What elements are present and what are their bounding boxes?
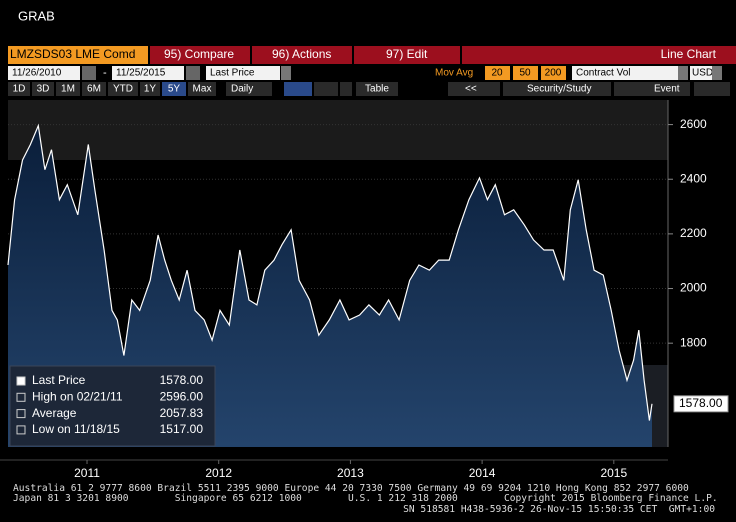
x-tick-label: 2015 — [600, 466, 627, 480]
actions-label[interactable]: 96) Actions — [272, 47, 331, 61]
period-button[interactable] — [108, 82, 138, 96]
period-button[interactable] — [82, 82, 106, 96]
dropdown[interactable] — [281, 66, 291, 80]
security-study[interactable]: Security/Study — [527, 84, 591, 95]
x-tick-label: 2012 — [205, 466, 232, 480]
mov-avg[interactable]: 20 — [491, 68, 503, 79]
legend-label: Average — [32, 406, 77, 420]
period-button[interactable] — [8, 82, 30, 96]
x-tick-label: 2013 — [337, 466, 364, 480]
start-date[interactable]: 11/26/2010 — [12, 68, 62, 79]
period-button[interactable] — [32, 82, 54, 96]
lower-panel[interactable]: Contract Vol — [576, 68, 630, 79]
line-icon[interactable] — [284, 82, 312, 96]
footer-line: Japan 81 3 3201 8900 Singapore 65 6212 1… — [13, 493, 718, 504]
currency-select[interactable] — [690, 66, 712, 80]
field[interactable]: Last Price — [210, 68, 255, 79]
period-label[interactable]: 1D — [13, 84, 26, 95]
currency[interactable]: USD — [692, 68, 713, 79]
edit-label[interactable]: 97) Edit — [386, 47, 428, 61]
dropdown[interactable] — [678, 66, 688, 80]
security-study-button[interactable] — [503, 82, 611, 96]
chart-type-bar[interactable] — [462, 46, 736, 64]
legend-label: High on 02/21/11 — [32, 389, 123, 403]
legend-icon — [16, 409, 26, 419]
frequency-select[interactable] — [226, 82, 272, 96]
mov-avg[interactable]: 50 — [519, 68, 531, 79]
candle-icon[interactable] — [314, 82, 338, 96]
mov-avg-field[interactable] — [485, 66, 510, 80]
event[interactable]: Event — [654, 84, 680, 95]
plot-band — [8, 100, 668, 160]
end-date[interactable]: 11/25/2015 — [116, 68, 166, 79]
back-label[interactable]: << — [465, 84, 477, 95]
y-tick-label: 2000 — [680, 281, 707, 295]
period-label[interactable]: 5Y — [168, 84, 181, 95]
settings-button[interactable] — [694, 82, 730, 96]
legend-value: 2596.00 — [160, 389, 204, 403]
y-tick-label: 2600 — [680, 117, 707, 131]
legend: Last Price 1578.00 High on 02/21/11 2596.00… — [9, 365, 216, 447]
compare-button[interactable] — [150, 46, 250, 64]
last-price-label: 1578.00 — [679, 396, 723, 410]
period-label[interactable]: Max — [193, 84, 212, 95]
legend-label: Last Price — [32, 373, 86, 387]
start-date-field[interactable] — [8, 66, 80, 80]
mov-avg-label: Mov Avg — [435, 68, 473, 79]
period-label[interactable]: 1Y — [144, 84, 157, 95]
frequency[interactable]: Daily — [231, 84, 253, 95]
period-button[interactable] — [188, 82, 216, 96]
legend-label: Low on 11/18/15 — [32, 422, 120, 436]
period-button[interactable] — [162, 82, 186, 96]
back-button[interactable] — [448, 82, 500, 96]
actions-button[interactable] — [252, 46, 352, 64]
ticker[interactable]: LMZSDS03 LME Comd — [10, 47, 135, 61]
lower-panel-select[interactable] — [572, 66, 678, 80]
period-button[interactable] — [140, 82, 160, 96]
legend-icon — [16, 376, 26, 386]
y-tick-label: 2200 — [680, 226, 707, 240]
event-button[interactable] — [614, 82, 690, 96]
legend-icon — [16, 425, 26, 435]
legend-value: 1517.00 — [160, 422, 204, 436]
last-price-tag — [673, 395, 729, 413]
period-button[interactable] — [56, 82, 80, 96]
mov-avg[interactable]: 200 — [545, 68, 562, 79]
footer-line: Australia 61 2 9777 8600 Brazil 5511 239… — [13, 483, 689, 494]
legend-box — [9, 365, 216, 447]
chart-type[interactable]: Line Chart — [661, 47, 717, 61]
legend-icon — [16, 392, 26, 402]
period-label[interactable]: 3D — [37, 84, 50, 95]
price-line — [7, 123, 653, 421]
dropdown[interactable] — [340, 82, 352, 96]
edit-button[interactable] — [354, 46, 460, 64]
mov-avg-field[interactable] — [541, 66, 566, 80]
mov-avg-field[interactable] — [513, 66, 538, 80]
dropdown[interactable] — [712, 66, 722, 80]
footer: Australia 61 2 9777 8600 Brazil 5511 239… — [13, 483, 718, 515]
period-label[interactable]: YTD — [113, 84, 133, 95]
period-label[interactable]: 6M — [87, 84, 101, 95]
ticker-box[interactable] — [8, 46, 148, 64]
table-label[interactable]: Table — [365, 84, 389, 95]
compare-label[interactable]: 95) Compare — [164, 47, 234, 61]
table-button[interactable] — [356, 82, 398, 96]
calendar-icon[interactable] — [186, 66, 200, 80]
end-date-field[interactable] — [112, 66, 184, 80]
x-tick-label: 2011 — [74, 466, 100, 480]
y-tick-label: 2400 — [680, 171, 707, 185]
date-dash: - — [103, 67, 107, 79]
period-label[interactable]: 1M — [61, 84, 75, 95]
calendar-icon[interactable] — [82, 66, 96, 80]
legend-value: 1578.00 — [160, 373, 204, 387]
field-select[interactable] — [206, 66, 280, 80]
x-tick-label: 2014 — [469, 466, 496, 480]
period-buttons: 1D 3D 1M 6M YTD 1Y 5Y Max — [8, 82, 216, 96]
window-title: GRAB — [18, 8, 55, 23]
y-tick-label: 1800 — [680, 335, 707, 349]
legend-value: 2057.83 — [160, 406, 204, 420]
footer-line: SN 518581 H438-5936-2 26-Nov-15 15:50:35… — [403, 504, 715, 515]
